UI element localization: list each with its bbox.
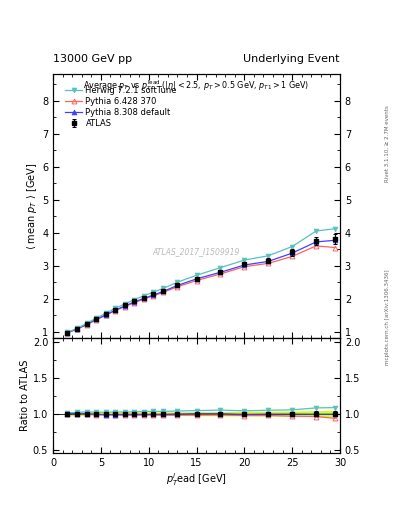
Pythia 6.428 370 (175, 284, 180, 290)
Text: Rivet 3.1.10, ≥ 2.7M events: Rivet 3.1.10, ≥ 2.7M events (385, 105, 389, 182)
Pythia 6.428 370 (84, 322, 89, 328)
Y-axis label: $\langle$ mean $p_T$ $\rangle$ [GeV]: $\langle$ mean $p_T$ $\rangle$ [GeV] (25, 163, 39, 250)
Herwig 7.2.1 softTune (123, 301, 127, 307)
Pythia 8.308 default (141, 295, 146, 302)
Pythia 6.428 370 (161, 289, 165, 295)
Y-axis label: Ratio to ATLAS: Ratio to ATLAS (20, 360, 30, 432)
Pythia 8.308 default (103, 312, 108, 318)
Herwig 7.2.1 softTune (84, 321, 89, 327)
Line: Herwig 7.2.1 softTune: Herwig 7.2.1 softTune (65, 226, 338, 335)
Herwig 7.2.1 softTune (103, 310, 108, 316)
Pythia 6.428 370 (132, 300, 137, 306)
Pythia 6.428 370 (242, 264, 247, 270)
Pythia 8.308 default (194, 276, 199, 282)
Herwig 7.2.1 softTune (242, 257, 247, 263)
Pythia 8.308 default (242, 262, 247, 268)
Text: Underlying Event: Underlying Event (243, 54, 340, 64)
Pythia 8.308 default (75, 326, 79, 332)
Legend: Herwig 7.2.1 softTune, Pythia 6.428 370, Pythia 8.308 default, ATLAS: Herwig 7.2.1 softTune, Pythia 6.428 370,… (63, 83, 180, 131)
Herwig 7.2.1 softTune (266, 253, 270, 259)
Pythia 6.428 370 (151, 293, 156, 299)
Line: Pythia 8.308 default: Pythia 8.308 default (65, 238, 338, 335)
Herwig 7.2.1 softTune (151, 289, 156, 295)
Pythia 8.308 default (84, 322, 89, 328)
Pythia 6.428 370 (94, 317, 99, 323)
Herwig 7.2.1 softTune (175, 279, 180, 285)
Herwig 7.2.1 softTune (65, 329, 70, 335)
Pythia 8.308 default (123, 303, 127, 309)
Pythia 8.308 default (94, 316, 99, 323)
Pythia 6.428 370 (218, 271, 223, 277)
Pythia 8.308 default (290, 250, 294, 256)
Pythia 6.428 370 (113, 308, 118, 314)
Pythia 6.428 370 (333, 244, 338, 250)
Herwig 7.2.1 softTune (94, 315, 99, 321)
Pythia 8.308 default (113, 307, 118, 313)
Herwig 7.2.1 softTune (161, 285, 165, 291)
Pythia 6.428 370 (65, 330, 70, 336)
Herwig 7.2.1 softTune (194, 272, 199, 279)
Pythia 8.308 default (218, 269, 223, 275)
Pythia 8.308 default (333, 237, 338, 243)
Herwig 7.2.1 softTune (333, 226, 338, 232)
Herwig 7.2.1 softTune (141, 293, 146, 299)
Pythia 8.308 default (175, 283, 180, 289)
Pythia 6.428 370 (290, 253, 294, 260)
Text: mcplots.cern.ch [arXiv:1306.3436]: mcplots.cern.ch [arXiv:1306.3436] (385, 270, 389, 365)
Pythia 6.428 370 (266, 260, 270, 266)
Pythia 6.428 370 (123, 304, 127, 310)
X-axis label: $p_T^l{\rm ead}$ [GeV]: $p_T^l{\rm ead}$ [GeV] (166, 471, 227, 487)
Text: 13000 GeV pp: 13000 GeV pp (53, 54, 132, 64)
Pythia 8.308 default (132, 299, 137, 305)
Herwig 7.2.1 softTune (314, 228, 318, 234)
Pythia 6.428 370 (103, 312, 108, 318)
Herwig 7.2.1 softTune (75, 325, 79, 331)
Herwig 7.2.1 softTune (290, 244, 294, 250)
Pythia 8.308 default (151, 292, 156, 298)
Pythia 6.428 370 (314, 243, 318, 249)
Line: Pythia 6.428 370: Pythia 6.428 370 (65, 243, 338, 335)
Pythia 6.428 370 (75, 326, 79, 332)
Text: ATLAS_2017_I1509919: ATLAS_2017_I1509919 (153, 247, 240, 255)
Pythia 8.308 default (314, 239, 318, 245)
Pythia 8.308 default (266, 259, 270, 265)
Herwig 7.2.1 softTune (218, 265, 223, 271)
Herwig 7.2.1 softTune (132, 296, 137, 303)
Pythia 6.428 370 (141, 296, 146, 302)
Herwig 7.2.1 softTune (113, 305, 118, 311)
Pythia 6.428 370 (194, 278, 199, 284)
Pythia 8.308 default (161, 288, 165, 294)
Pythia 8.308 default (65, 330, 70, 336)
Text: Average $p_T$ vs $p_T^{\rm lead}$ ($|\eta|<2.5$, $p_T>0.5$ GeV, $p_{T1}>1$ GeV): Average $p_T$ vs $p_T^{\rm lead}$ ($|\et… (83, 78, 310, 93)
